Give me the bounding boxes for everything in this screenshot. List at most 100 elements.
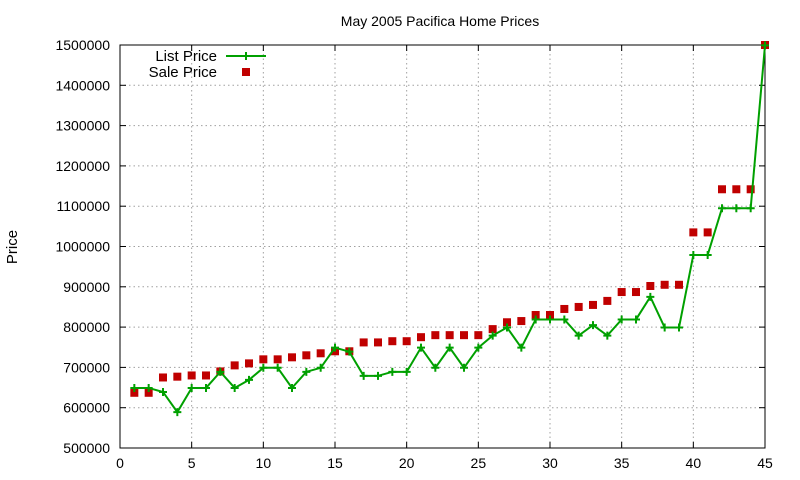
list-price-point	[173, 408, 182, 417]
sale-price-point	[646, 281, 655, 290]
list-price-point	[632, 315, 640, 324]
series	[130, 41, 769, 417]
list-price-point	[288, 383, 296, 392]
list-price-point	[216, 367, 225, 376]
series-list-price	[130, 41, 769, 417]
legend-swatch-sale-price	[242, 68, 250, 76]
sale-price-point	[417, 333, 425, 342]
list-price-point	[273, 363, 282, 372]
list-price-point	[159, 387, 167, 396]
sale-price-point	[718, 185, 726, 194]
series-sale-price	[130, 41, 769, 397]
x-tick-label: 5	[188, 455, 196, 471]
legend-marker-sale-price	[242, 68, 250, 76]
list-price-point	[359, 371, 368, 380]
legend-swatch-list-price	[226, 52, 266, 60]
sale-price-point	[689, 228, 698, 237]
x-tick-label: 15	[327, 455, 343, 471]
list-price-point	[417, 343, 425, 352]
sale-price-point	[259, 355, 268, 364]
sale-price-point	[159, 373, 167, 382]
x-tick-labels: 0 5 10 15 20 25 30 35 40 45	[116, 455, 773, 471]
y-tick-label: 1200000	[55, 158, 110, 174]
list-price-point	[345, 347, 354, 356]
list-price-point	[646, 292, 655, 301]
list-price-point	[187, 383, 196, 392]
list-price-point	[732, 204, 741, 213]
list-price-point	[761, 41, 769, 50]
list-price-point	[531, 315, 540, 324]
chart-title: May 2005 Pacifica Home Prices	[341, 13, 539, 29]
sale-price-point	[474, 331, 483, 340]
sale-price-point	[574, 302, 583, 311]
list-price-point	[316, 363, 325, 372]
list-price-point	[703, 250, 712, 259]
list-price-point	[259, 363, 268, 372]
list-price-point	[517, 343, 526, 352]
sale-price-point	[517, 317, 526, 326]
sale-price-point	[173, 372, 182, 381]
sale-price-point	[617, 288, 626, 297]
list-price-point	[689, 250, 698, 259]
sale-price-point	[187, 371, 196, 380]
sale-price-point	[488, 325, 497, 334]
list-price-point	[503, 323, 511, 332]
list-price-point	[202, 383, 210, 392]
sale-price-point	[732, 185, 741, 194]
list-price-point	[660, 323, 669, 332]
sale-price-point	[431, 331, 440, 340]
legend-label-sale-price: Sale Price	[149, 64, 217, 81]
sale-price-point	[632, 288, 640, 297]
axes	[119, 44, 766, 449]
sale-price-point	[460, 331, 468, 340]
sale-price-point	[675, 280, 683, 289]
sale-price-point	[703, 228, 712, 237]
list-price-point	[546, 315, 554, 324]
y-tick-label: 800000	[63, 319, 110, 335]
sale-price-point	[660, 280, 669, 289]
list-price-point	[718, 204, 726, 213]
list-price-point	[603, 331, 612, 340]
x-tick-label: 30	[542, 455, 558, 471]
sale-price-point	[230, 361, 239, 370]
list-price-point	[230, 383, 239, 392]
list-price-point	[130, 383, 139, 392]
x-tick-label: 45	[757, 455, 773, 471]
sale-price-point	[374, 338, 382, 347]
x-tick-label: 20	[399, 455, 415, 471]
list-price-point	[488, 331, 497, 340]
sale-price-point	[273, 355, 282, 364]
x-tick-label: 10	[256, 455, 272, 471]
list-price-point	[474, 343, 483, 352]
y-tick-label: 1300000	[55, 118, 110, 134]
list-price-point	[746, 204, 755, 213]
sale-price-point	[316, 349, 325, 358]
grid	[119, 44, 766, 449]
y-tick-label: 900000	[63, 279, 110, 295]
x-tick-label: 25	[471, 455, 487, 471]
sale-price-point	[603, 296, 612, 305]
list-price-point	[388, 367, 397, 376]
sale-price-point	[402, 337, 411, 346]
sale-price-point	[531, 311, 540, 320]
legend-marker-list-price	[242, 52, 250, 60]
y-axis-label: Price	[4, 230, 21, 264]
list-price-point	[574, 331, 583, 340]
x-tick-label: 40	[686, 455, 702, 471]
list-price-point	[144, 383, 153, 392]
y-tick-label: 700000	[63, 359, 110, 375]
list-price-point	[445, 343, 454, 352]
sale-price-point	[589, 300, 597, 309]
sale-price-point	[546, 311, 554, 320]
list-price-point	[331, 343, 339, 352]
legend-label-list-price: List Price	[155, 48, 217, 65]
y-tick-label: 1000000	[55, 239, 110, 255]
y-tick-label: 500000	[63, 440, 110, 456]
list-price-point	[589, 321, 597, 330]
legend: List Price Sale Price	[149, 48, 266, 81]
list-price-point	[302, 367, 311, 376]
sale-price-point	[445, 331, 454, 340]
sale-price-point	[359, 338, 368, 347]
y-tick-labels: 500000 600000 700000 800000 900000 1000000 110…	[55, 37, 110, 456]
sale-price-point	[288, 353, 296, 362]
